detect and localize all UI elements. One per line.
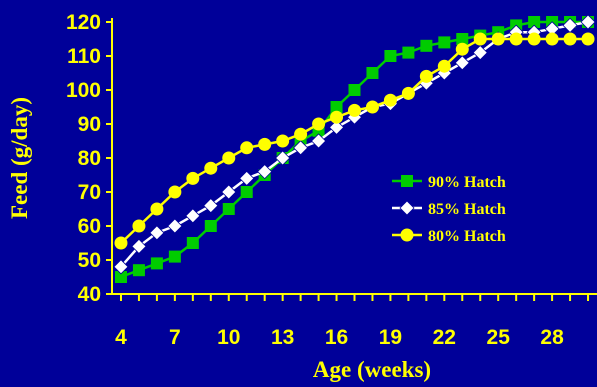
data-point bbox=[366, 67, 379, 79]
series-90-hatch bbox=[114, 16, 595, 283]
data-point bbox=[132, 264, 145, 277]
x-tick-label: 25 bbox=[487, 326, 511, 349]
x-tick-label: 19 bbox=[379, 326, 402, 349]
y-tick-label: 60 bbox=[78, 215, 101, 238]
data-point bbox=[491, 32, 505, 46]
x-axis-title: Age (weeks) bbox=[313, 357, 431, 382]
data-point bbox=[275, 150, 291, 166]
data-point bbox=[328, 119, 345, 135]
x-tick-label: 7 bbox=[169, 326, 181, 349]
data-point bbox=[419, 69, 433, 83]
x-tick-label: 10 bbox=[217, 326, 240, 349]
data-point bbox=[563, 32, 577, 46]
data-point bbox=[365, 100, 379, 114]
data-point bbox=[167, 218, 183, 234]
data-point bbox=[293, 140, 309, 156]
data-point bbox=[257, 164, 273, 180]
y-axis-title: Feed (g/day) bbox=[7, 97, 32, 219]
data-point bbox=[149, 225, 165, 241]
data-point bbox=[113, 259, 129, 275]
x-tick-label: 4 bbox=[115, 326, 127, 349]
data-point bbox=[222, 203, 235, 215]
series-line bbox=[120, 20, 589, 268]
legend: 90% Hatch 85% Hatch 80% Hatch bbox=[392, 174, 506, 245]
data-point bbox=[203, 198, 219, 214]
data-point bbox=[581, 32, 595, 46]
data-point bbox=[455, 42, 469, 56]
data-point bbox=[438, 36, 451, 49]
legend-swatch-marker bbox=[400, 228, 414, 242]
data-point bbox=[420, 39, 433, 52]
data-point bbox=[454, 55, 470, 71]
series-85-hatch bbox=[113, 14, 596, 275]
legend-item: 90% Hatch bbox=[392, 174, 506, 191]
data-point bbox=[312, 117, 326, 131]
data-point bbox=[114, 236, 128, 250]
y-tick-label: 70 bbox=[78, 181, 101, 204]
y-tick-label: 50 bbox=[78, 249, 101, 272]
y-tick-label: 100 bbox=[66, 79, 101, 102]
data-point bbox=[168, 185, 182, 199]
data-point bbox=[240, 186, 253, 198]
legend-label: 80% Hatch bbox=[428, 228, 506, 245]
data-point bbox=[258, 137, 272, 151]
data-point bbox=[168, 250, 181, 263]
legend-label: 85% Hatch bbox=[428, 201, 506, 218]
axes: 40 50 60 70 80 90 100 110 120 4 7 10 13 16 19 22 25 28 bbox=[66, 11, 597, 349]
y-tick-label: 120 bbox=[66, 11, 101, 34]
data-point bbox=[473, 32, 487, 46]
data-point bbox=[330, 110, 344, 124]
y-tick-label: 40 bbox=[78, 283, 101, 306]
data-point bbox=[528, 16, 541, 28]
data-point bbox=[150, 257, 163, 270]
y-tick-label: 90 bbox=[78, 113, 101, 136]
data-point bbox=[348, 103, 361, 117]
legend-label: 90% Hatch bbox=[428, 174, 506, 191]
data-point bbox=[580, 14, 596, 30]
legend-item: 80% Hatch bbox=[392, 228, 506, 245]
y-tick-label: 110 bbox=[67, 45, 101, 68]
data-point bbox=[384, 50, 397, 62]
data-point bbox=[132, 219, 146, 233]
x-tick-label: 28 bbox=[540, 326, 564, 349]
data-point bbox=[311, 133, 327, 149]
x-tick-label: 22 bbox=[433, 326, 456, 349]
data-point bbox=[222, 151, 236, 165]
data-point bbox=[383, 93, 397, 107]
data-point bbox=[527, 32, 541, 46]
series-layer bbox=[113, 14, 596, 283]
legend-item: 85% Hatch bbox=[392, 200, 506, 218]
data-point bbox=[402, 46, 415, 59]
data-point bbox=[240, 141, 254, 155]
data-point bbox=[185, 208, 201, 224]
data-point bbox=[204, 161, 218, 175]
data-point bbox=[114, 271, 127, 283]
data-point bbox=[150, 202, 164, 216]
legend-swatch-marker bbox=[401, 175, 413, 187]
data-point bbox=[437, 59, 451, 73]
data-point bbox=[239, 170, 255, 186]
data-point bbox=[401, 86, 415, 100]
data-point bbox=[472, 45, 488, 61]
data-point bbox=[186, 171, 200, 185]
data-point bbox=[294, 127, 308, 141]
data-point bbox=[456, 33, 469, 45]
data-point bbox=[562, 17, 578, 33]
y-tick-label: 80 bbox=[78, 147, 101, 170]
data-point bbox=[131, 238, 147, 254]
data-point bbox=[509, 32, 523, 46]
data-point bbox=[204, 220, 217, 232]
data-point bbox=[221, 184, 237, 200]
x-tick-label: 16 bbox=[325, 326, 348, 349]
data-point bbox=[186, 237, 199, 249]
data-point bbox=[276, 134, 290, 148]
data-point bbox=[330, 101, 343, 113]
data-point bbox=[348, 84, 361, 96]
data-point bbox=[545, 32, 559, 46]
legend-swatch-marker bbox=[399, 200, 415, 216]
series-80-hatch bbox=[114, 32, 595, 250]
x-tick-label: 13 bbox=[271, 326, 294, 349]
